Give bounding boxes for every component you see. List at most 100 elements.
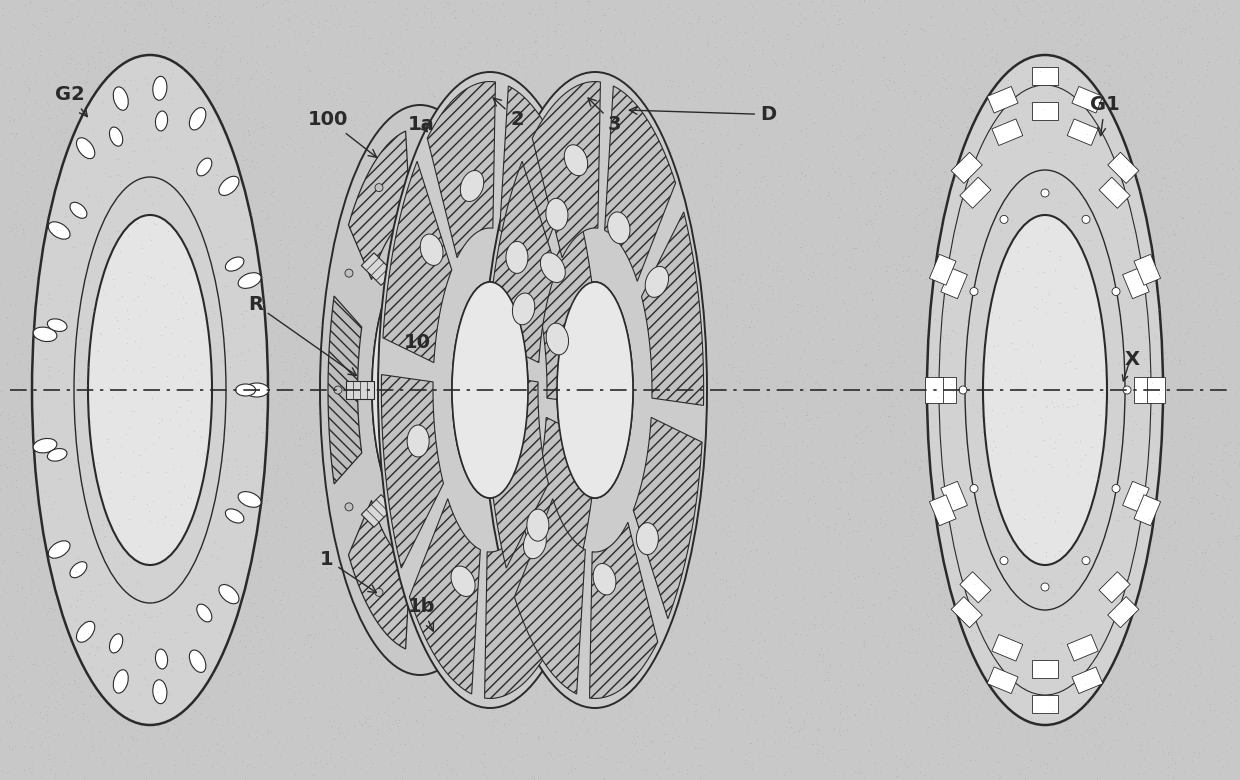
Point: [748, 350, 768, 363]
Point: [264, 584, 284, 597]
Point: [890, 483, 910, 495]
Point: [139, 505, 159, 517]
Point: [1172, 275, 1192, 287]
Point: [368, 131, 388, 144]
Point: [394, 117, 414, 129]
Point: [374, 58, 394, 70]
Point: [560, 332, 580, 345]
Point: [526, 243, 546, 255]
Point: [957, 2, 977, 15]
Point: [192, 534, 212, 547]
Point: [88, 77, 108, 90]
Point: [533, 645, 553, 658]
Point: [229, 520, 249, 533]
Point: [0, 165, 20, 178]
Point: [255, 253, 275, 265]
Point: [1030, 490, 1050, 502]
Point: [1169, 519, 1189, 531]
Point: [1118, 244, 1138, 257]
Point: [598, 624, 618, 636]
Point: [780, 747, 800, 760]
Point: [593, 132, 613, 144]
Point: [232, 357, 252, 370]
Point: [356, 750, 376, 763]
Point: [930, 345, 950, 357]
Point: [832, 16, 852, 29]
Point: [16, 324, 36, 337]
Point: [663, 122, 683, 135]
Point: [1143, 307, 1163, 319]
Point: [832, 471, 852, 484]
Point: [1192, 245, 1211, 257]
Point: [237, 234, 257, 246]
Point: [1148, 417, 1168, 429]
Point: [93, 556, 113, 569]
Point: [226, 332, 246, 345]
Point: [998, 198, 1018, 211]
Point: [269, 10, 289, 23]
Point: [456, 337, 476, 349]
Point: [549, 374, 569, 387]
Point: [709, 0, 729, 12]
Point: [647, 589, 667, 601]
Point: [701, 668, 720, 681]
Point: [312, 399, 332, 411]
Point: [616, 234, 636, 246]
Point: [569, 697, 589, 710]
Point: [1002, 431, 1022, 444]
Point: [947, 682, 967, 694]
Point: [472, 83, 492, 95]
Point: [854, 515, 874, 527]
Point: [188, 193, 208, 206]
Point: [97, 670, 117, 682]
Point: [479, 61, 498, 73]
Point: [1125, 383, 1145, 395]
Point: [343, 358, 363, 370]
Point: [1097, 594, 1117, 607]
Point: [492, 530, 512, 543]
Point: [692, 388, 712, 400]
Point: [977, 231, 997, 243]
Point: [216, 516, 236, 529]
Point: [445, 11, 465, 23]
Point: [847, 216, 867, 229]
Point: [494, 696, 513, 708]
Point: [647, 248, 667, 261]
Point: [1014, 545, 1034, 558]
Point: [522, 2, 542, 15]
Point: [427, 188, 446, 200]
Point: [574, 353, 594, 366]
Point: [1039, 690, 1059, 702]
Point: [941, 129, 961, 141]
Point: [184, 38, 203, 51]
Point: [719, 624, 739, 636]
Point: [923, 310, 942, 323]
Point: [537, 450, 557, 463]
Point: [833, 36, 853, 48]
Point: [396, 134, 415, 147]
Point: [529, 292, 549, 305]
Point: [216, 464, 236, 477]
Point: [206, 43, 226, 55]
Point: [1089, 619, 1109, 632]
Point: [797, 396, 817, 409]
Point: [200, 514, 219, 526]
Point: [434, 525, 454, 537]
Point: [1038, 115, 1058, 128]
Point: [480, 113, 500, 126]
Point: [945, 576, 965, 588]
Point: [124, 490, 144, 502]
Point: [33, 481, 53, 494]
Point: [450, 503, 470, 516]
Point: [244, 297, 264, 310]
Point: [996, 189, 1016, 201]
Point: [239, 704, 259, 716]
Point: [733, 703, 753, 715]
Point: [756, 339, 776, 352]
Point: [982, 147, 1002, 159]
Point: [91, 584, 110, 597]
Point: [60, 309, 79, 321]
Point: [681, 760, 701, 772]
Point: [177, 430, 197, 442]
Point: [811, 561, 831, 573]
